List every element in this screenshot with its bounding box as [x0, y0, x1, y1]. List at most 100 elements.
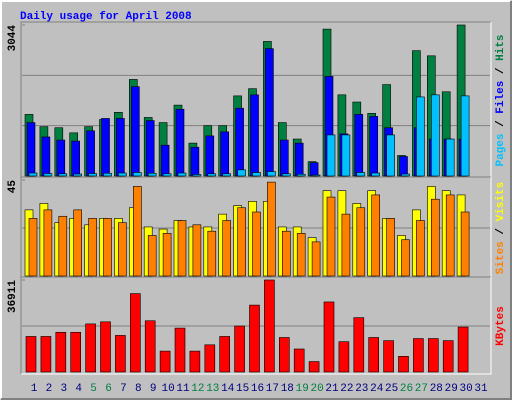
bar — [147, 172, 157, 177]
x-tick-label: 9 — [150, 383, 157, 395]
x-tick-label: 11 — [176, 383, 190, 395]
x-tick-label: 30 — [459, 383, 472, 395]
panel-border — [20, 276, 491, 374]
bar — [144, 320, 156, 373]
bar — [147, 235, 157, 277]
x-tick-label: 10 — [161, 383, 174, 395]
bar — [293, 348, 305, 373]
bar — [401, 173, 410, 177]
x-tick-label: 24 — [370, 383, 384, 395]
bar — [88, 173, 97, 177]
bar — [174, 327, 186, 373]
bar — [192, 224, 202, 277]
bar — [294, 142, 304, 177]
bar — [131, 86, 140, 177]
bar — [356, 207, 366, 277]
bar — [460, 95, 470, 177]
bar — [235, 107, 244, 177]
x-tick-label: 28 — [430, 383, 443, 395]
bar — [386, 218, 395, 277]
x-tick-label: 22 — [340, 383, 353, 395]
bar — [430, 94, 440, 177]
bar — [56, 139, 66, 177]
bar — [323, 301, 335, 373]
bar — [145, 120, 155, 177]
y-max-label: 45 — [7, 180, 19, 194]
bar — [326, 134, 336, 177]
bar — [416, 220, 425, 277]
x-tick-label: 26 — [400, 383, 413, 395]
bar — [130, 293, 141, 373]
bar — [296, 173, 306, 177]
bar — [207, 230, 217, 277]
bar — [85, 323, 96, 373]
bar — [356, 172, 366, 177]
bar — [416, 96, 425, 177]
bar — [101, 118, 110, 177]
legend-entry: Visits — [495, 182, 507, 222]
bar — [58, 215, 68, 277]
bar — [398, 356, 409, 373]
bar — [118, 172, 127, 177]
bar — [28, 172, 38, 177]
x-tick-label: 20 — [310, 383, 323, 395]
bar — [249, 304, 260, 373]
bar — [43, 209, 53, 277]
bar — [442, 340, 454, 373]
x-tick-label: 16 — [251, 383, 264, 395]
bar — [399, 156, 408, 177]
x-tick-label: 12 — [191, 383, 204, 395]
bar — [133, 186, 142, 277]
bar — [234, 325, 245, 373]
bar — [160, 144, 170, 177]
bar — [252, 172, 261, 177]
bar — [189, 350, 201, 373]
bar — [353, 317, 365, 373]
x-tick-label: 14 — [221, 383, 235, 395]
bar — [237, 169, 246, 177]
bar — [73, 173, 82, 177]
bar — [371, 172, 381, 177]
bar — [369, 116, 379, 177]
panel-border — [21, 277, 492, 375]
x-tick-label: 1 — [31, 383, 38, 395]
bar — [252, 211, 261, 277]
bar — [116, 118, 125, 177]
bar — [71, 140, 80, 177]
bar — [457, 326, 469, 373]
bar — [237, 207, 246, 277]
bar — [25, 336, 37, 373]
x-tick-label: 15 — [236, 383, 249, 395]
bar — [250, 94, 259, 177]
x-tick-label: 27 — [415, 383, 428, 395]
bar — [413, 338, 424, 373]
bar — [311, 241, 321, 277]
bar — [40, 336, 52, 373]
x-tick-label: 4 — [75, 383, 82, 395]
bar — [219, 336, 230, 373]
bar — [265, 48, 274, 177]
bar — [162, 233, 172, 277]
bar — [341, 213, 351, 277]
bar — [73, 209, 82, 277]
legend-separator: / — [495, 114, 507, 134]
bar — [103, 218, 112, 277]
bar — [177, 172, 187, 177]
bar — [55, 331, 67, 373]
bar — [192, 174, 202, 177]
bar — [278, 337, 290, 373]
bar — [281, 230, 291, 277]
bar — [445, 138, 455, 177]
legend: KBytes — [495, 306, 507, 346]
x-tick-label: 29 — [445, 383, 458, 395]
bar — [264, 279, 275, 373]
bar — [220, 131, 229, 177]
x-tick-label: 18 — [281, 383, 294, 395]
legend-entry: KBytes — [495, 306, 507, 346]
bar — [133, 172, 142, 177]
x-tick-label: 5 — [90, 383, 97, 395]
bar — [430, 198, 440, 277]
x-tick-label: 25 — [385, 383, 398, 395]
